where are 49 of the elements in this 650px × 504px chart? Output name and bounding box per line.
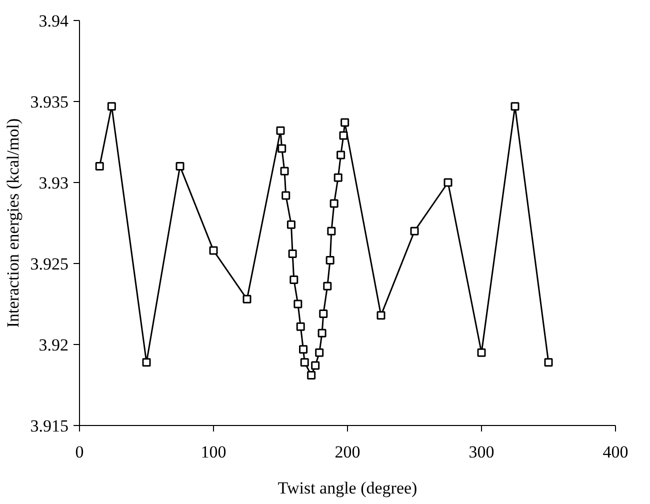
point [315, 348, 324, 357]
point [323, 282, 332, 290]
x-tick-label: 200 [334, 442, 360, 462]
point [280, 166, 289, 176]
point [544, 358, 553, 367]
point [95, 162, 104, 171]
point [477, 348, 486, 357]
y-tick-label: 3.925 [30, 254, 68, 274]
point [290, 275, 298, 284]
point [107, 102, 116, 111]
point [326, 256, 334, 265]
y-tick-label: 3.92 [38, 336, 68, 354]
y-axis-title: Interaction energies (kcal/mol) [3, 118, 22, 328]
point [282, 191, 290, 200]
point [176, 162, 184, 171]
point [319, 309, 328, 318]
point [296, 322, 305, 331]
y-tick-label: 3.93 [38, 174, 68, 192]
x-tick-label: 400 [602, 442, 628, 462]
point [307, 371, 316, 380]
x-tick-label: 100 [200, 442, 226, 462]
point [294, 300, 302, 308]
point [286, 220, 296, 229]
point [318, 328, 326, 338]
x-tick-label: 300 [468, 442, 494, 462]
x-axis-title: Twist angle (degree) [278, 478, 418, 498]
y-tick-label: 3.915 [30, 416, 68, 436]
point [276, 126, 285, 135]
point [311, 361, 320, 370]
point [142, 358, 151, 367]
point [444, 178, 452, 187]
y-tick-label: 3.94 [38, 12, 69, 30]
point [278, 144, 286, 153]
x-tick-label: 0 [75, 442, 84, 462]
point [300, 358, 309, 367]
point [510, 102, 520, 111]
point [288, 250, 297, 258]
point [242, 294, 252, 304]
point [330, 199, 338, 208]
point [299, 345, 308, 354]
y-tick-label: 3.935 [30, 92, 68, 112]
point [336, 150, 346, 160]
point [410, 226, 419, 236]
point [334, 173, 342, 182]
point [327, 226, 336, 236]
point [340, 118, 350, 127]
point [376, 311, 386, 320]
point [209, 246, 218, 255]
point [339, 131, 348, 140]
